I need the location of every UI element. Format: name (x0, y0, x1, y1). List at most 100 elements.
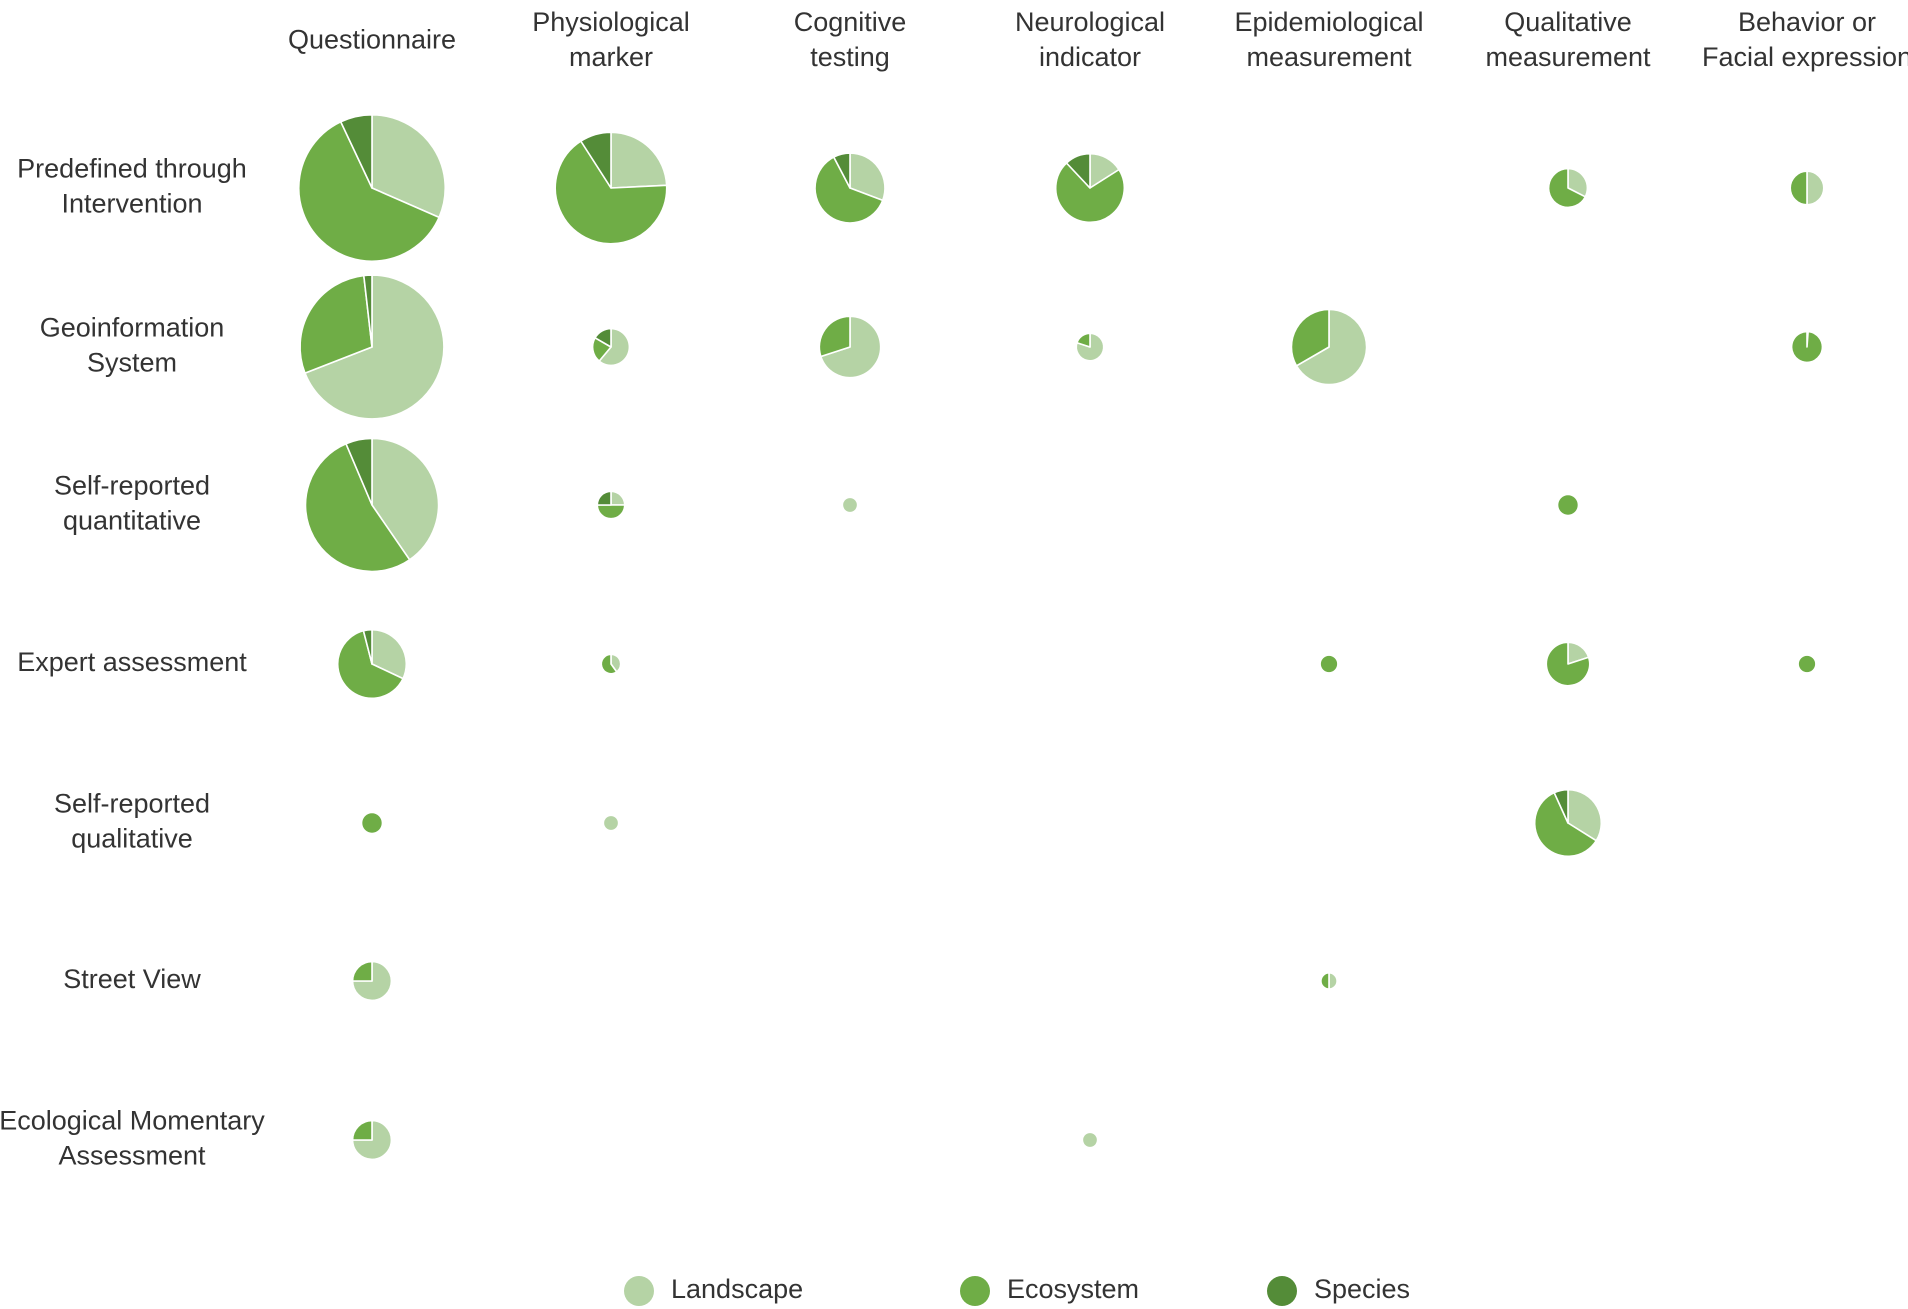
pie-slice-species (594, 327, 612, 348)
pie-slice-landscape (610, 131, 668, 189)
column-label-line: Cognitive (794, 7, 907, 37)
pie (843, 498, 857, 512)
pie-slice-species (363, 274, 373, 348)
pie (299, 274, 445, 420)
column-label-line: testing (810, 42, 890, 72)
pie-slice-landscape (604, 816, 618, 830)
column-label-line: Qualitative (1504, 7, 1632, 37)
column-labels: Questionnaire Physiological marker Cognitiv… (288, 7, 1908, 72)
pie (1083, 1133, 1097, 1147)
pie (1789, 170, 1825, 206)
pie-slice-ecosystem (1533, 791, 1598, 858)
row-labels: Predefined through Intervention Geoinforma… (0, 154, 265, 1171)
pie (1545, 641, 1591, 687)
pie-slice-landscape (1806, 170, 1825, 206)
pie-slice-ecosystem (1798, 655, 1816, 673)
row-label: Predefined through Intervention (17, 154, 247, 219)
pie-slice-species (362, 628, 373, 665)
pie-slice-landscape (371, 628, 408, 680)
pie-slice-ecosystem (1076, 332, 1091, 348)
pie-slice-species (345, 437, 373, 506)
pie-slice-species (596, 490, 612, 506)
column-label: Physiological marker (532, 7, 690, 72)
row-label-line: Expert assessment (17, 647, 247, 677)
row-label-line: Intervention (61, 189, 202, 219)
pie-slice-ecosystem (1545, 641, 1591, 687)
row-label: Self-reported quantitative (54, 471, 210, 536)
row-label-line: quantitative (63, 506, 201, 536)
row-label-line: Assessment (58, 1141, 206, 1171)
legend-label: Landscape (671, 1274, 803, 1304)
row-label-line: Predefined through (17, 154, 247, 184)
pie-slice-landscape (610, 490, 626, 506)
pie-slice-landscape (371, 113, 446, 219)
column-label: Neurological indicator (1015, 7, 1165, 72)
pie-slice-landscape (849, 152, 886, 202)
pie (362, 813, 382, 833)
pie (1075, 332, 1105, 362)
row-label: Ecological Momentary Assessment (0, 1106, 265, 1171)
pie (304, 437, 440, 573)
column-label-line: indicator (1039, 42, 1141, 72)
pie-slice-landscape (351, 960, 393, 1002)
row-label: Self-reported qualitative (54, 789, 210, 854)
pie (600, 653, 622, 675)
pie (596, 490, 626, 520)
pie (1558, 495, 1578, 515)
pie-slice-landscape (371, 437, 440, 561)
row-label: Geoinformation System (40, 313, 225, 378)
row-label-line: System (87, 348, 177, 378)
pie (297, 113, 446, 263)
pie-slice-ecosystem (351, 1119, 373, 1141)
pie (351, 960, 393, 1002)
row-label-line: Ecological Momentary (0, 1106, 265, 1136)
column-label-line: measurement (1485, 42, 1651, 72)
column-label: Behavior or Facial expression (1702, 7, 1908, 72)
column-label-line: Facial expression (1702, 42, 1908, 72)
pie-slice-landscape (351, 1119, 393, 1161)
column-label: Qualitative measurement (1485, 7, 1651, 72)
pie (814, 152, 886, 224)
pie-slice-ecosystem (1789, 170, 1808, 206)
pie (1054, 152, 1126, 224)
legend-swatch-landscape (624, 1276, 654, 1306)
pie-slice-species (1553, 788, 1569, 824)
pie (351, 1119, 393, 1161)
pie-slice-species (832, 152, 851, 189)
row-label: Expert assessment (17, 647, 247, 677)
pie-slice-ecosystem (814, 156, 884, 224)
legend: Landscape Ecosystem Species (624, 1274, 1410, 1306)
legend-swatch-ecosystem (960, 1276, 990, 1306)
pie-slice-ecosystem (362, 813, 382, 833)
pie-slice-landscape (1083, 1133, 1097, 1147)
pie-slice-ecosystem (1790, 330, 1824, 364)
pie-slice-landscape (304, 274, 445, 420)
legend-label: Ecosystem (1007, 1274, 1139, 1304)
pie-slice-landscape (598, 327, 631, 367)
pie-slice-species (1065, 152, 1091, 189)
pie-slice-ecosystem (1547, 167, 1587, 209)
row-label-line: Geoinformation (40, 313, 225, 343)
pie-slice-ecosystem (297, 120, 440, 263)
pie-slice-ecosystem (351, 960, 373, 982)
pie-grid (297, 113, 1825, 1161)
pie-slice-ecosystem (818, 315, 851, 358)
column-label-line: Neurological (1015, 7, 1165, 37)
column-label: Cognitive testing (794, 7, 907, 72)
pie-slice-ecosystem (596, 504, 626, 520)
pie (1547, 167, 1589, 209)
column-label: Questionnaire (288, 25, 456, 55)
pie-slice-ecosystem (1320, 972, 1330, 990)
pie-slice-ecosystem (1290, 308, 1330, 367)
pie (1798, 655, 1816, 673)
pie-slice-ecosystem (336, 629, 404, 700)
pie-slice-ecosystem (554, 140, 668, 245)
pie-slice-species (339, 113, 373, 189)
pie-slice-ecosystem (600, 653, 618, 675)
pie (1533, 788, 1603, 858)
pie-slice-landscape (1295, 308, 1368, 386)
column-label-line: measurement (1246, 42, 1412, 72)
legend-label: Species (1314, 1274, 1410, 1304)
pie-slice-ecosystem (1558, 495, 1578, 515)
